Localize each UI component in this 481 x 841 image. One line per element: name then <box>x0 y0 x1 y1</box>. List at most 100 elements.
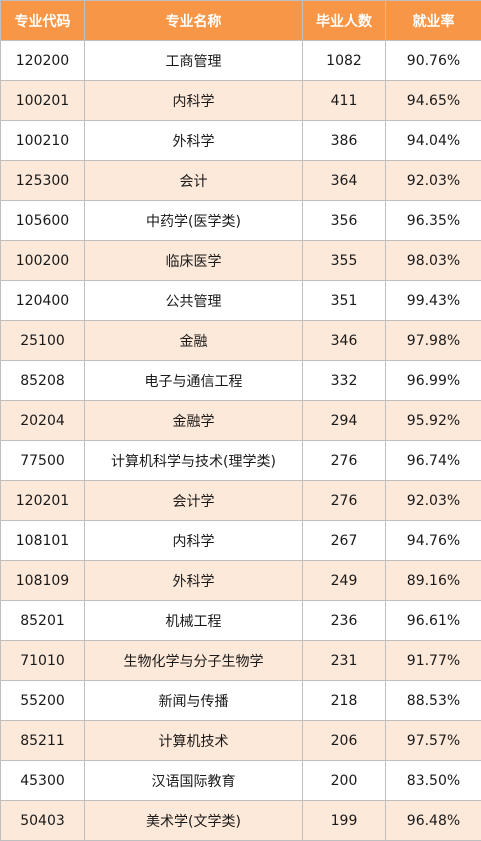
cell-employment-rate: 91.77% <box>385 640 481 681</box>
cell-employment-rate: 94.04% <box>385 120 481 161</box>
table-row: 120400 公共管理 351 99.43% <box>0 280 481 321</box>
table-row: 20204 金融学 294 95.92% <box>0 400 481 441</box>
table-row: 77500 计算机科学与技术(理学类) 276 96.74% <box>0 440 481 481</box>
cell-major-name: 计算机技术 <box>84 720 303 761</box>
cell-major-code: 105600 <box>0 200 85 241</box>
cell-graduate-count: 351 <box>302 280 386 321</box>
cell-major-code: 100200 <box>0 240 85 281</box>
cell-major-name: 内科学 <box>84 520 303 561</box>
cell-graduate-count: 276 <box>302 480 386 521</box>
header-graduate-count: 毕业人数 <box>302 0 386 41</box>
cell-graduate-count: 206 <box>302 720 386 761</box>
cell-major-code: 71010 <box>0 640 85 681</box>
cell-major-code: 25100 <box>0 320 85 361</box>
cell-employment-rate: 92.03% <box>385 480 481 521</box>
table-row: 25100 金融 346 97.98% <box>0 320 481 361</box>
cell-major-name: 电子与通信工程 <box>84 360 303 401</box>
cell-major-name: 金融学 <box>84 400 303 441</box>
cell-major-name: 机械工程 <box>84 600 303 641</box>
table-row: 108101 内科学 267 94.76% <box>0 520 481 561</box>
cell-employment-rate: 83.50% <box>385 760 481 801</box>
cell-graduate-count: 276 <box>302 440 386 481</box>
cell-major-name: 中药学(医学类) <box>84 200 303 241</box>
header-row: 专业代码 专业名称 毕业人数 就业率 <box>0 0 481 41</box>
cell-graduate-count: 411 <box>302 80 386 121</box>
cell-graduate-count: 356 <box>302 200 386 241</box>
cell-major-code: 50403 <box>0 800 85 841</box>
cell-employment-rate: 96.99% <box>385 360 481 401</box>
cell-employment-rate: 95.92% <box>385 400 481 441</box>
cell-employment-rate: 97.57% <box>385 720 481 761</box>
cell-graduate-count: 218 <box>302 680 386 721</box>
cell-major-name: 公共管理 <box>84 280 303 321</box>
cell-graduate-count: 231 <box>302 640 386 681</box>
cell-graduate-count: 199 <box>302 800 386 841</box>
cell-major-name: 会计 <box>84 160 303 201</box>
table-row: 71010 生物化学与分子生物学 231 91.77% <box>0 640 481 681</box>
cell-graduate-count: 332 <box>302 360 386 401</box>
cell-major-code: 120400 <box>0 280 85 321</box>
cell-major-code: 20204 <box>0 400 85 441</box>
cell-major-code: 85201 <box>0 600 85 641</box>
cell-graduate-count: 267 <box>302 520 386 561</box>
cell-major-name: 临床医学 <box>84 240 303 281</box>
cell-graduate-count: 249 <box>302 560 386 601</box>
cell-major-code: 55200 <box>0 680 85 721</box>
cell-major-name: 内科学 <box>84 80 303 121</box>
cell-major-code: 125300 <box>0 160 85 201</box>
cell-major-code: 108101 <box>0 520 85 561</box>
cell-employment-rate: 99.43% <box>385 280 481 321</box>
cell-major-code: 100201 <box>0 80 85 121</box>
cell-graduate-count: 346 <box>302 320 386 361</box>
cell-employment-rate: 92.03% <box>385 160 481 201</box>
cell-major-name: 新闻与传播 <box>84 680 303 721</box>
cell-major-code: 45300 <box>0 760 85 801</box>
table-row: 125300 会计 364 92.03% <box>0 160 481 201</box>
header-major-name: 专业名称 <box>84 0 303 41</box>
table-header: 专业代码 专业名称 毕业人数 就业率 <box>0 0 481 41</box>
cell-employment-rate: 89.16% <box>385 560 481 601</box>
cell-major-code: 85208 <box>0 360 85 401</box>
cell-employment-rate: 96.74% <box>385 440 481 481</box>
cell-major-code: 85211 <box>0 720 85 761</box>
cell-graduate-count: 355 <box>302 240 386 281</box>
cell-major-name: 美术学(文学类) <box>84 800 303 841</box>
table-row: 108109 外科学 249 89.16% <box>0 560 481 601</box>
cell-major-code: 108109 <box>0 560 85 601</box>
cell-graduate-count: 294 <box>302 400 386 441</box>
cell-major-name: 外科学 <box>84 120 303 161</box>
cell-major-code: 120201 <box>0 480 85 521</box>
cell-employment-rate: 94.65% <box>385 80 481 121</box>
table-row: 85211 计算机技术 206 97.57% <box>0 720 481 761</box>
cell-employment-rate: 96.35% <box>385 200 481 241</box>
cell-graduate-count: 1082 <box>302 40 386 81</box>
table-row: 45300 汉语国际教育 200 83.50% <box>0 760 481 801</box>
cell-employment-rate: 94.76% <box>385 520 481 561</box>
cell-graduate-count: 236 <box>302 600 386 641</box>
header-major-code: 专业代码 <box>0 0 85 41</box>
table-row: 85208 电子与通信工程 332 96.99% <box>0 360 481 401</box>
cell-major-name: 外科学 <box>84 560 303 601</box>
cell-employment-rate: 96.48% <box>385 800 481 841</box>
cell-graduate-count: 386 <box>302 120 386 161</box>
table-row: 120200 工商管理 1082 90.76% <box>0 40 481 81</box>
table-row: 105600 中药学(医学类) 356 96.35% <box>0 200 481 241</box>
cell-employment-rate: 96.61% <box>385 600 481 641</box>
cell-major-name: 工商管理 <box>84 40 303 81</box>
cell-graduate-count: 200 <box>302 760 386 801</box>
cell-major-name: 金融 <box>84 320 303 361</box>
table-row: 100210 外科学 386 94.04% <box>0 120 481 161</box>
table-body: 120200 工商管理 1082 90.76% 100201 内科学 411 94.65% 10… <box>0 40 481 841</box>
table-row: 120201 会计学 276 92.03% <box>0 480 481 521</box>
table-row: 100201 内科学 411 94.65% <box>0 80 481 121</box>
table-row: 50403 美术学(文学类) 199 96.48% <box>0 800 481 841</box>
cell-graduate-count: 364 <box>302 160 386 201</box>
table-row: 100200 临床医学 355 98.03% <box>0 240 481 281</box>
cell-major-name: 生物化学与分子生物学 <box>84 640 303 681</box>
header-employment-rate: 就业率 <box>385 0 481 41</box>
cell-major-name: 汉语国际教育 <box>84 760 303 801</box>
cell-employment-rate: 98.03% <box>385 240 481 281</box>
table-row: 55200 新闻与传播 218 88.53% <box>0 680 481 721</box>
cell-major-name: 计算机科学与技术(理学类) <box>84 440 303 481</box>
